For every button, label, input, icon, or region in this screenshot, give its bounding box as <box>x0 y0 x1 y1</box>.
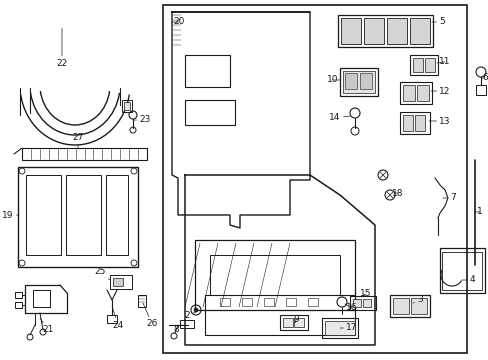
Bar <box>15 292 22 298</box>
Bar <box>414 115 424 131</box>
Text: 6: 6 <box>480 73 487 82</box>
Text: 14: 14 <box>328 113 349 122</box>
Text: 15: 15 <box>360 289 371 298</box>
Bar <box>342 71 374 93</box>
Bar <box>285 298 295 306</box>
Bar <box>399 112 429 134</box>
Text: 16: 16 <box>345 303 357 312</box>
Text: 9: 9 <box>292 315 298 324</box>
Bar <box>359 73 371 89</box>
Bar <box>106 175 128 255</box>
Bar <box>386 18 406 44</box>
Bar <box>402 85 414 101</box>
Bar <box>264 298 273 306</box>
Text: 24: 24 <box>112 306 123 329</box>
Bar <box>441 252 481 290</box>
Text: 18: 18 <box>391 189 403 198</box>
Bar <box>416 85 428 101</box>
Text: 8: 8 <box>173 325 182 334</box>
Bar <box>113 278 123 286</box>
Bar <box>18 167 138 267</box>
Bar <box>220 298 229 306</box>
Bar <box>26 175 61 255</box>
Text: 22: 22 <box>56 28 67 68</box>
Bar <box>122 100 132 112</box>
Text: 21: 21 <box>40 318 54 334</box>
Bar <box>409 55 437 75</box>
Bar <box>362 299 370 307</box>
Text: 5: 5 <box>431 18 444 27</box>
Bar <box>424 58 434 72</box>
Bar <box>399 82 431 104</box>
Bar <box>307 298 317 306</box>
Bar <box>66 175 101 255</box>
Text: 20: 20 <box>172 18 184 27</box>
Text: 1: 1 <box>474 207 482 216</box>
Bar <box>475 85 485 95</box>
Bar <box>110 275 132 289</box>
Text: 12: 12 <box>430 86 450 95</box>
Bar <box>195 240 354 310</box>
Bar <box>325 321 354 335</box>
Text: 17: 17 <box>339 324 357 333</box>
Bar <box>340 18 360 44</box>
Text: 2: 2 <box>184 311 196 320</box>
Bar <box>184 100 235 125</box>
Bar <box>184 55 229 87</box>
Text: 10: 10 <box>326 76 339 85</box>
Circle shape <box>194 308 198 312</box>
Text: 23: 23 <box>133 116 150 125</box>
Bar <box>22 148 147 160</box>
Bar <box>163 5 466 353</box>
Bar <box>402 115 412 131</box>
Bar <box>389 295 429 317</box>
Bar <box>107 315 117 323</box>
Bar <box>410 298 426 314</box>
Text: 7: 7 <box>442 194 455 202</box>
Bar <box>293 318 304 327</box>
Text: 13: 13 <box>428 117 450 126</box>
Bar <box>337 15 432 47</box>
Bar <box>409 18 429 44</box>
Bar <box>363 18 383 44</box>
Bar <box>345 73 356 89</box>
Bar <box>242 298 251 306</box>
Bar <box>412 58 422 72</box>
Bar <box>180 320 194 328</box>
Text: 26: 26 <box>142 303 157 328</box>
Text: 25: 25 <box>94 267 110 280</box>
Bar <box>392 298 408 314</box>
Text: 4: 4 <box>461 275 474 284</box>
Bar <box>204 295 354 335</box>
Bar <box>339 68 377 96</box>
Text: 19: 19 <box>2 211 18 220</box>
Bar <box>209 255 339 295</box>
Text: 27: 27 <box>72 134 83 149</box>
Bar <box>138 295 146 307</box>
Bar <box>349 296 375 310</box>
Text: 3: 3 <box>412 296 422 305</box>
Bar <box>352 299 360 307</box>
Bar <box>321 318 357 338</box>
Bar <box>124 102 130 110</box>
Bar <box>15 302 22 308</box>
Bar <box>280 315 307 330</box>
Text: 11: 11 <box>436 58 450 67</box>
Bar <box>439 248 484 293</box>
Bar <box>283 318 292 327</box>
